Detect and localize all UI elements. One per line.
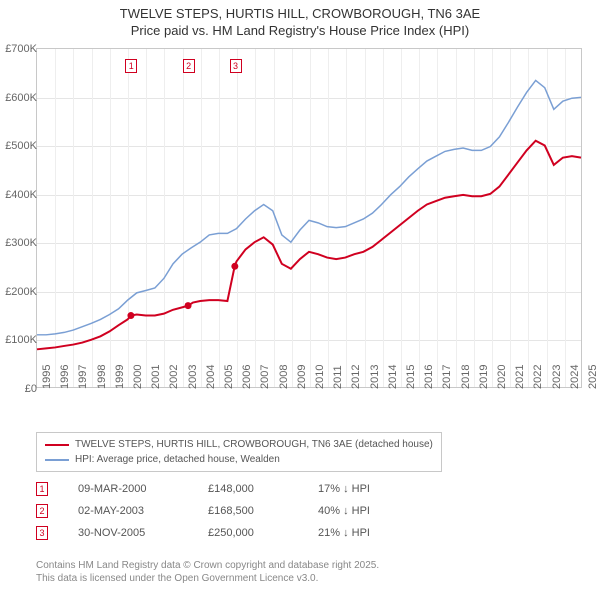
y-axis-tick: £700K (5, 43, 37, 55)
title-line2: Price paid vs. HM Land Registry's House … (0, 23, 600, 40)
legend-swatch (45, 444, 69, 446)
sales-table: 1 09-MAR-2000 £148,000 17% ↓ HPI 2 02-MAY-200… (36, 478, 418, 544)
x-axis-tick: 2025 (587, 365, 599, 389)
chart-lines (37, 49, 581, 387)
y-axis-tick: £600K (5, 92, 37, 104)
y-axis-tick: £200K (5, 286, 37, 298)
legend-label: TWELVE STEPS, HURTIS HILL, CROWBOROUGH, … (75, 437, 433, 452)
sales-price: £250,000 (208, 527, 288, 539)
title-line1: TWELVE STEPS, HURTIS HILL, CROWBOROUGH, … (0, 6, 600, 23)
sales-date: 09-MAR-2000 (78, 483, 178, 495)
y-axis-tick: £0 (25, 383, 37, 395)
y-axis-tick: £100K (5, 334, 37, 346)
attribution-footer: Contains HM Land Registry data © Crown c… (36, 559, 379, 585)
sales-marker: 2 (36, 504, 48, 518)
sales-row: 3 30-NOV-2005 £250,000 21% ↓ HPI (36, 522, 418, 544)
sale-marker-box: 1 (125, 59, 137, 73)
chart-plot-area: £0£100K£200K£300K£400K£500K£600K£700K199… (36, 48, 582, 388)
y-axis-tick: £300K (5, 237, 37, 249)
footer-line2: This data is licensed under the Open Gov… (36, 572, 379, 585)
sales-price: £148,000 (208, 483, 288, 495)
legend-item: TWELVE STEPS, HURTIS HILL, CROWBOROUGH, … (45, 437, 433, 452)
sales-diff: 40% ↓ HPI (318, 505, 418, 517)
y-axis-tick: £400K (5, 189, 37, 201)
legend-label: HPI: Average price, detached house, Weal… (75, 452, 280, 467)
y-axis-tick: £500K (5, 140, 37, 152)
sales-diff: 21% ↓ HPI (318, 527, 418, 539)
sale-marker-box: 2 (183, 59, 195, 73)
sales-marker: 3 (36, 526, 48, 540)
sales-marker: 1 (36, 482, 48, 496)
chart-title: TWELVE STEPS, HURTIS HILL, CROWBOROUGH, … (0, 0, 600, 40)
sale-dot (127, 312, 134, 319)
legend-swatch (45, 459, 69, 461)
sales-date: 02-MAY-2003 (78, 505, 178, 517)
sale-dot (185, 302, 192, 309)
sales-date: 30-NOV-2005 (78, 527, 178, 539)
legend-item: HPI: Average price, detached house, Weal… (45, 452, 433, 467)
sales-diff: 17% ↓ HPI (318, 483, 418, 495)
series-hpi (37, 80, 581, 334)
series-price_paid (37, 141, 581, 350)
sales-price: £168,500 (208, 505, 288, 517)
sales-row: 1 09-MAR-2000 £148,000 17% ↓ HPI (36, 478, 418, 500)
chart-legend: TWELVE STEPS, HURTIS HILL, CROWBOROUGH, … (36, 432, 442, 472)
sales-row: 2 02-MAY-2003 £168,500 40% ↓ HPI (36, 500, 418, 522)
sale-dot (231, 263, 238, 270)
footer-line1: Contains HM Land Registry data © Crown c… (36, 559, 379, 572)
sale-marker-box: 3 (230, 59, 242, 73)
